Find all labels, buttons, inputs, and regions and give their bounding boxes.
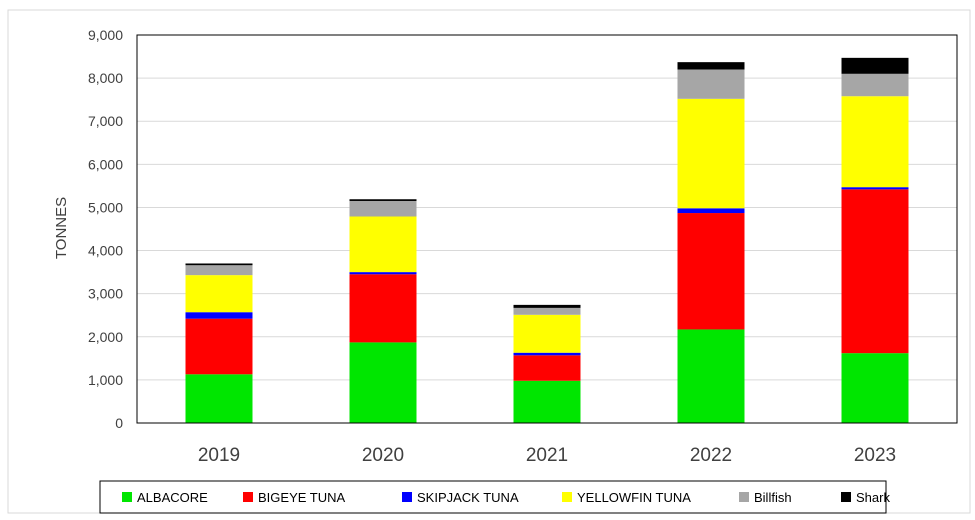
bar-segment (185, 374, 253, 423)
bars (185, 57, 909, 423)
y-tick-label: 7,000 (88, 113, 123, 129)
y-tick-label: 6,000 (88, 156, 123, 172)
plot-area-border (136, 34, 958, 424)
bar-segment (185, 318, 253, 375)
bar-segment (841, 187, 909, 190)
legend-box (99, 480, 887, 514)
bar-segment (349, 200, 417, 217)
legend-entry: SKIPJACK TUNA (417, 490, 519, 505)
y-tick-label: 0 (115, 415, 123, 431)
bar-segment (841, 189, 909, 354)
chart-outer-border (7, 9, 971, 514)
legend-swatch (562, 492, 572, 502)
bar-segment (513, 352, 581, 356)
y-axis-label: TONNES (53, 197, 70, 259)
y-tick-label: 1,000 (88, 372, 123, 388)
bar-segment (185, 275, 253, 313)
legend-swatch (122, 492, 132, 502)
y-tick-label: 2,000 (88, 329, 123, 345)
bar-segment (349, 199, 417, 201)
bar-segment (677, 98, 745, 209)
y-tick-label: 8,000 (88, 70, 123, 86)
bar-segment (841, 353, 909, 423)
y-tick-label: 4,000 (88, 243, 123, 259)
legend-entry: BIGEYE TUNA (258, 490, 346, 505)
bar-segment (841, 73, 909, 97)
legend-entry: ALBACORE (137, 490, 208, 505)
legend-entry: Billfish (754, 490, 792, 505)
bar-segment (841, 96, 909, 188)
bar-segment (677, 208, 745, 214)
x-tick-label: 2022 (690, 445, 732, 466)
bar-segment (349, 272, 417, 275)
legend-swatch (402, 492, 412, 502)
bar-segment (513, 380, 581, 423)
x-tick-label: 2019 (198, 445, 240, 466)
bar-segment (513, 307, 581, 315)
bar-segment (185, 263, 253, 266)
legend-entry: YELLOWFIN TUNA (577, 490, 691, 505)
bar-segment (677, 62, 745, 70)
bar-segment (349, 342, 417, 423)
bar-segment (841, 57, 909, 74)
y-axis-ticks: 0 1,000 2,000 3,000 4,000 5,000 6,000 7,000 8,00… (88, 27, 123, 431)
x-axis-ticks: 2019 2020 2021 2022 2023 (198, 445, 896, 466)
y-tick-label: 3,000 (88, 286, 123, 302)
legend-swatch (841, 492, 851, 502)
bar-segment (513, 304, 581, 308)
y-tick-label: 5,000 (88, 199, 123, 215)
bar-segment (185, 265, 253, 276)
legend-swatch (739, 492, 749, 502)
bar-segment (677, 329, 745, 423)
bar-segment (513, 314, 581, 353)
x-tick-label: 2021 (526, 445, 568, 466)
bar-segment (349, 216, 417, 273)
x-tick-label: 2023 (854, 445, 896, 466)
bar-segment (677, 213, 745, 330)
legend: ALBACORE BIGEYE TUNA SKIPJACK TUNA YELLOWFI… (99, 480, 890, 514)
y-tick-label: 9,000 (88, 27, 123, 43)
bar-segment (513, 355, 581, 381)
bar-segment (677, 69, 745, 99)
bar-segment (185, 312, 253, 319)
legend-swatch (243, 492, 253, 502)
legend-entry: Shark (856, 490, 890, 505)
x-tick-label: 2020 (362, 445, 404, 466)
bar-segment (349, 274, 417, 343)
